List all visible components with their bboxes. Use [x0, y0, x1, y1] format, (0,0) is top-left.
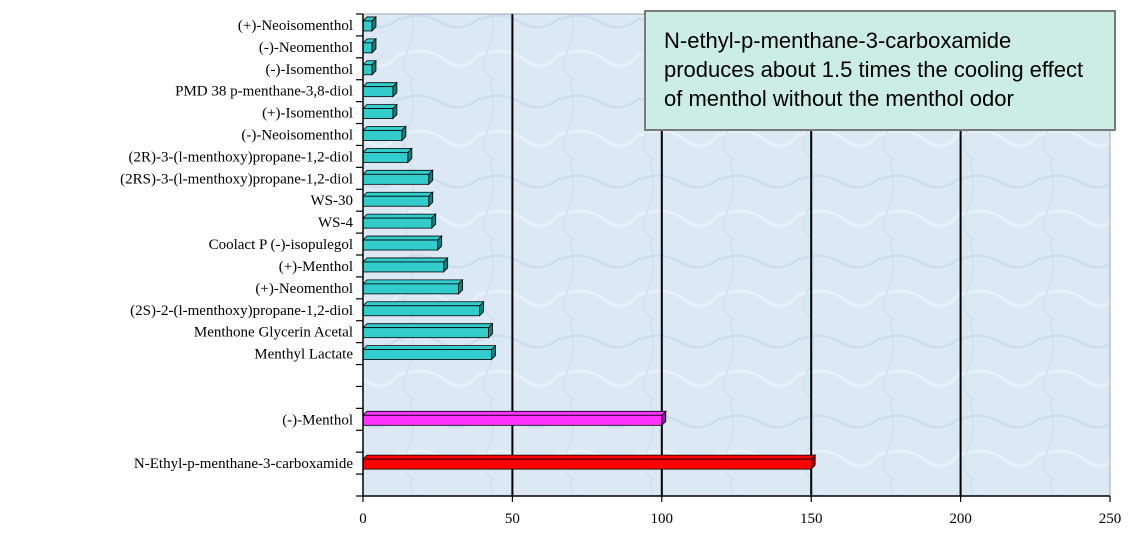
bar-face [362, 217, 433, 229]
category-label: PMD 38 p-menthane-3,8-diol [175, 84, 353, 100]
bar-top [362, 104, 398, 109]
bar-top [362, 235, 443, 241]
bar [362, 81, 398, 98]
x-tick-label: 50 [505, 511, 520, 527]
bar-face [362, 283, 460, 295]
bar-face [362, 64, 373, 76]
bar-face [362, 195, 430, 207]
x-tick-label: 100 [651, 511, 674, 527]
category-label: (+)-Menthol [279, 259, 353, 275]
bar-top [362, 126, 407, 131]
bar-face [362, 130, 403, 141]
x-tick-label: 150 [800, 511, 823, 527]
bar [362, 322, 494, 339]
bar-face [362, 349, 492, 360]
bar-top [362, 148, 413, 153]
bar [362, 278, 464, 295]
bar-top [362, 279, 464, 285]
annotation-text: N-ethyl-p-menthane-3-carboxamide produce… [664, 28, 1084, 111]
bar [362, 37, 377, 54]
bar [362, 15, 377, 32]
bar [362, 59, 377, 76]
bar [362, 213, 437, 230]
bar-face [362, 152, 409, 163]
bar-face [362, 86, 394, 98]
category-label: N-Ethyl-p-menthane-3-carboxamide [134, 456, 353, 472]
category-label: (-)-Isomenthol [266, 62, 353, 78]
bar [362, 235, 443, 252]
category-label: (2S)-2-(l-menthoxy)propane-1,2-diol [130, 303, 353, 319]
bar-face [362, 239, 439, 251]
category-label: Coolact P (-)-isopulegol [209, 237, 353, 253]
category-label: Menthone Glycerin Acetal [194, 325, 353, 341]
category-label: (+)-Neomenthol [255, 281, 353, 297]
bar [362, 454, 817, 471]
category-label: WS-30 [311, 193, 354, 209]
bar-top [362, 213, 437, 219]
category-label: WS-4 [318, 215, 353, 231]
bar-face [362, 414, 663, 426]
x-tick-label: 0 [359, 511, 367, 527]
bar [362, 256, 449, 273]
bar-face [362, 20, 373, 32]
bar-top [362, 257, 449, 263]
annotation-callout: N-ethyl-p-menthane-3-carboxamide produce… [644, 10, 1116, 131]
bar [362, 147, 413, 164]
bar [362, 103, 398, 120]
bar-top [362, 323, 494, 329]
bar-face [362, 108, 394, 119]
bar-top [362, 454, 817, 460]
bar-top [362, 191, 434, 197]
bar-top [362, 169, 434, 175]
category-label: (-)-Menthol [282, 412, 353, 428]
bar-face [362, 305, 480, 317]
bar-top [362, 410, 667, 416]
bar-top [362, 82, 398, 88]
bar-face [362, 458, 812, 470]
bar [362, 300, 485, 317]
category-label: (+)-Isomenthol [262, 106, 353, 122]
category-label: (2RS)-3-(l-menthoxy)propane-1,2-diol [120, 171, 353, 187]
x-tick-label: 250 [1099, 511, 1122, 527]
bar-face [362, 261, 445, 273]
x-tick-label: 200 [949, 511, 972, 527]
category-label: (-)-Neoisomenthol [241, 128, 353, 144]
bar-face [362, 42, 373, 54]
category-label: (2R)-3-(l-menthoxy)propane-1,2-diol [128, 149, 353, 165]
bar [362, 125, 407, 142]
category-label: (+)-Neoisomenthol [238, 18, 353, 34]
bar-face [362, 173, 430, 185]
bar [362, 344, 497, 361]
bar-top [362, 345, 497, 350]
bar-face [362, 327, 489, 339]
category-label: (-)-Neomenthol [259, 40, 353, 56]
bar [362, 410, 667, 427]
category-label: Menthyl Lactate [254, 347, 353, 363]
bar [362, 169, 434, 186]
bar-top [362, 301, 485, 307]
bar [362, 191, 434, 208]
